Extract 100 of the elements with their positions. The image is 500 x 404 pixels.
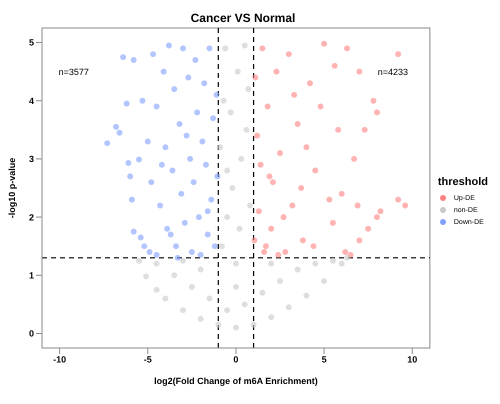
- annotation: n=3577: [58, 66, 89, 77]
- point: [354, 202, 361, 208]
- point: [261, 249, 268, 255]
- point: [215, 322, 222, 328]
- point: [280, 214, 287, 220]
- point: [174, 254, 181, 261]
- point: [232, 260, 239, 267]
- point: [244, 126, 250, 133]
- point: [268, 314, 274, 320]
- point: [270, 179, 276, 186]
- x-tick-label: 10: [407, 354, 418, 364]
- point: [229, 185, 236, 191]
- point: [282, 249, 288, 255]
- point: [330, 220, 336, 226]
- x-tick-label: 5: [322, 354, 327, 364]
- point: [138, 234, 144, 240]
- point: [136, 258, 142, 264]
- point: [362, 126, 368, 133]
- point: [294, 266, 301, 272]
- point: [188, 249, 195, 255]
- point: [318, 104, 324, 110]
- point: [140, 98, 146, 104]
- point: [184, 132, 190, 139]
- point: [268, 226, 274, 232]
- y-tick-label: 4: [28, 96, 34, 106]
- point: [264, 104, 271, 110]
- point: [254, 132, 260, 139]
- point: [251, 237, 258, 244]
- point: [157, 202, 164, 208]
- point: [250, 322, 257, 328]
- point: [252, 74, 258, 80]
- point: [113, 124, 120, 130]
- point: [116, 130, 123, 136]
- y-tick-label: 1: [28, 270, 34, 280]
- point: [338, 190, 345, 197]
- point: [234, 68, 241, 75]
- point: [335, 126, 342, 133]
- point: [143, 273, 150, 280]
- point: [224, 307, 230, 314]
- point: [130, 57, 137, 63]
- point: [289, 202, 296, 208]
- point: [370, 98, 376, 104]
- point: [245, 86, 252, 92]
- x-axis-title: log2(Fold Change of m6A Enrichment): [154, 376, 318, 386]
- chart-title: Cancer VS Normal: [190, 11, 296, 25]
- x-tick-label: -5: [144, 354, 152, 364]
- point: [180, 258, 186, 264]
- point: [268, 260, 274, 267]
- legend-title: threshold: [438, 176, 488, 188]
- point: [185, 74, 192, 80]
- point: [274, 68, 280, 75]
- point: [307, 80, 313, 86]
- point: [194, 109, 200, 116]
- point: [212, 243, 218, 250]
- point: [148, 179, 154, 186]
- point: [204, 208, 211, 214]
- point: [166, 42, 172, 48]
- point: [190, 179, 197, 186]
- point: [300, 237, 306, 244]
- point: [356, 237, 362, 244]
- point: [232, 284, 239, 290]
- point: [196, 214, 202, 220]
- point: [188, 284, 195, 290]
- point: [176, 121, 183, 127]
- y-axis-title: -log10 p-value: [7, 158, 18, 218]
- point: [402, 202, 408, 208]
- point: [206, 45, 212, 52]
- point: [154, 104, 160, 110]
- point: [222, 45, 228, 52]
- y-tick-label: 0: [28, 328, 34, 339]
- point: [120, 54, 126, 60]
- point: [169, 168, 176, 174]
- point: [310, 243, 316, 250]
- point: [303, 144, 310, 150]
- point: [158, 162, 165, 168]
- point: [298, 185, 304, 191]
- point: [141, 243, 148, 250]
- point: [124, 100, 130, 107]
- point: [277, 150, 283, 156]
- point: [180, 45, 186, 52]
- point: [262, 243, 269, 250]
- point: [224, 214, 230, 220]
- y-tick-label: 2: [28, 212, 34, 222]
- point: [378, 208, 384, 214]
- point: [180, 307, 186, 314]
- point: [198, 266, 204, 272]
- point: [395, 196, 402, 203]
- point: [154, 286, 160, 293]
- point: [395, 51, 402, 58]
- point: [208, 196, 214, 203]
- point: [160, 68, 167, 75]
- point: [259, 290, 266, 296]
- point: [330, 258, 336, 264]
- point: [286, 304, 292, 310]
- x-tick-label: 0: [233, 354, 238, 364]
- point: [171, 86, 178, 92]
- point: [247, 202, 254, 208]
- point: [338, 260, 345, 267]
- point: [365, 226, 372, 232]
- point: [164, 226, 170, 232]
